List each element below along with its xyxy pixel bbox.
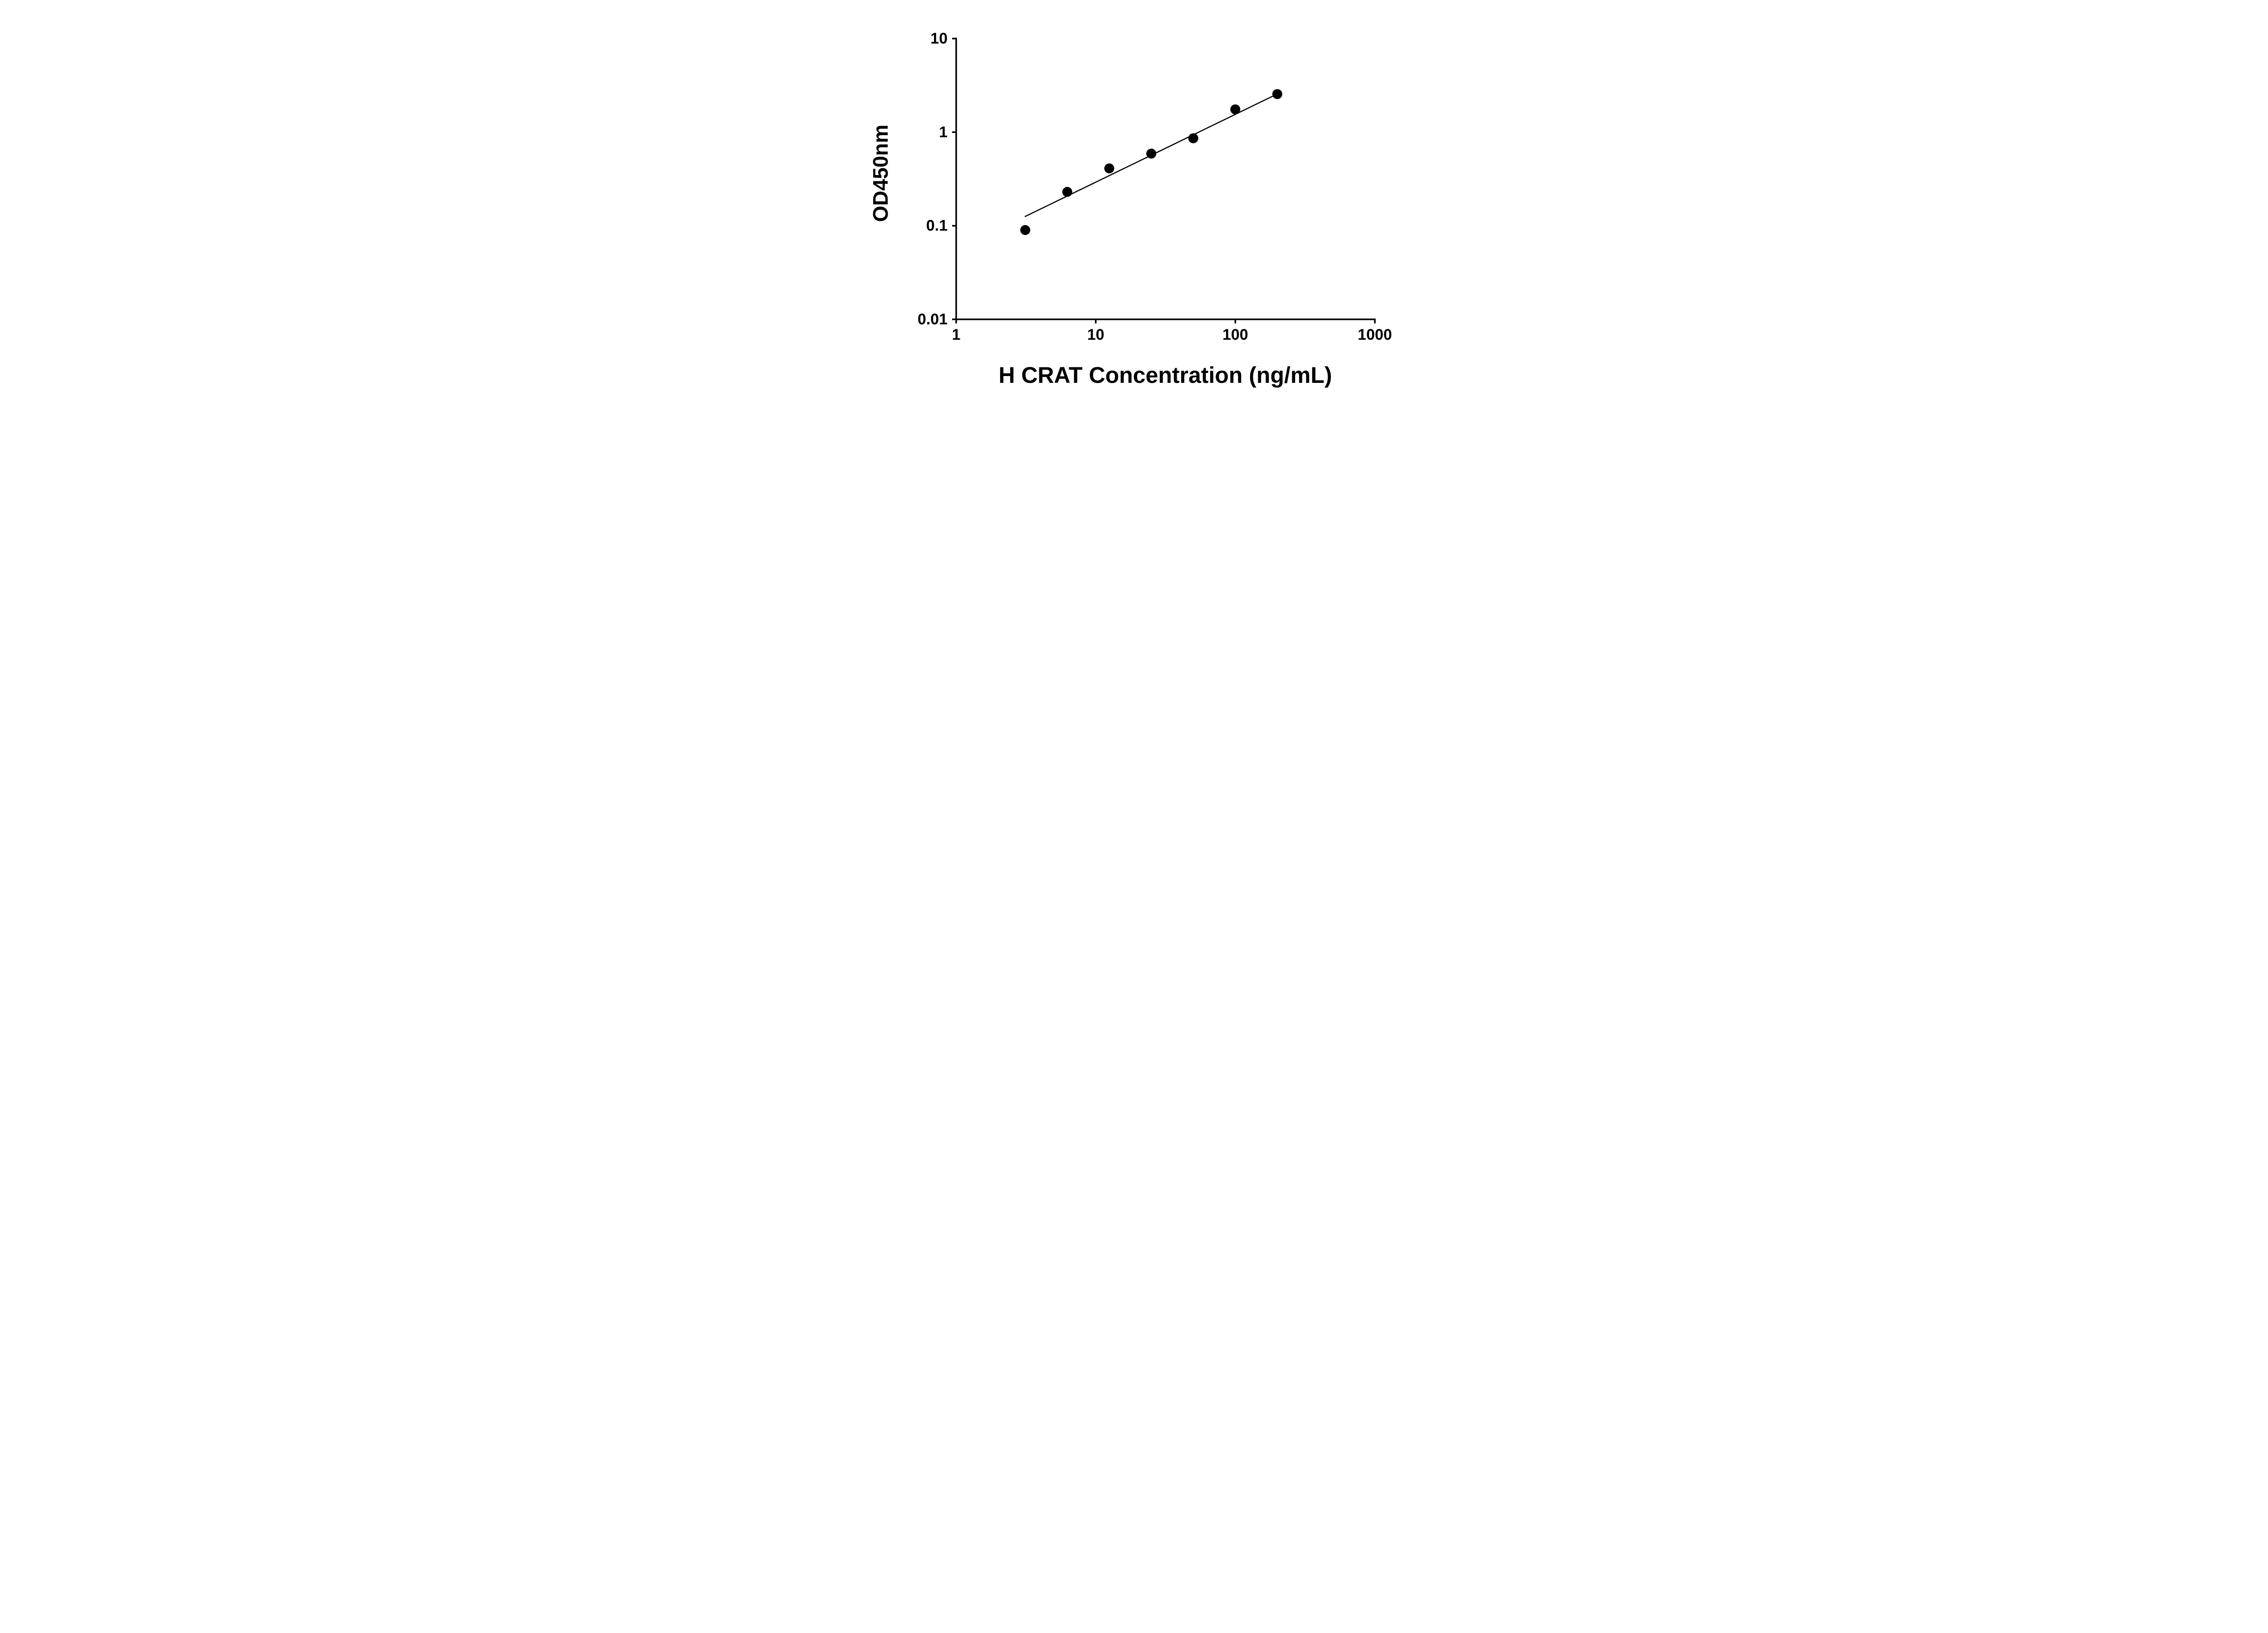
y-axis-title: OD450nm <box>869 125 892 222</box>
elisa-standard-curve-figure: 0.01 0.1 1 10 1 10 100 1000 H CRAT Concentratio… <box>843 0 1425 408</box>
x-axis-tick-label: 1 <box>952 326 961 343</box>
data-point <box>1272 89 1282 99</box>
y-axis-tick-label: 10 <box>930 30 948 47</box>
data-point <box>1104 163 1114 174</box>
x-axis-tick-label: 100 <box>1222 326 1248 343</box>
axis-spine <box>955 38 1376 320</box>
y-axis-tick-label: 0.1 <box>926 217 948 235</box>
data-point <box>1020 225 1031 235</box>
data-point <box>1062 187 1072 197</box>
x-axis-tick-label: 10 <box>1087 326 1105 343</box>
x-axis-tick-label: 1000 <box>1358 326 1392 343</box>
chart-plot-area: 0.01 0.1 1 10 1 10 100 1000 <box>918 30 1392 343</box>
y-axis-tick-label: 0.01 <box>918 311 948 328</box>
data-point <box>1230 104 1241 115</box>
data-point <box>1188 133 1198 143</box>
data-point <box>1146 148 1157 159</box>
y-axis-tick-label: 1 <box>939 123 948 141</box>
chart-canvas: 0.01 0.1 1 10 1 10 100 1000 H CRAT Concentratio… <box>843 0 1425 408</box>
x-axis-title: H CRAT Concentration (ng/mL) <box>998 362 1332 388</box>
